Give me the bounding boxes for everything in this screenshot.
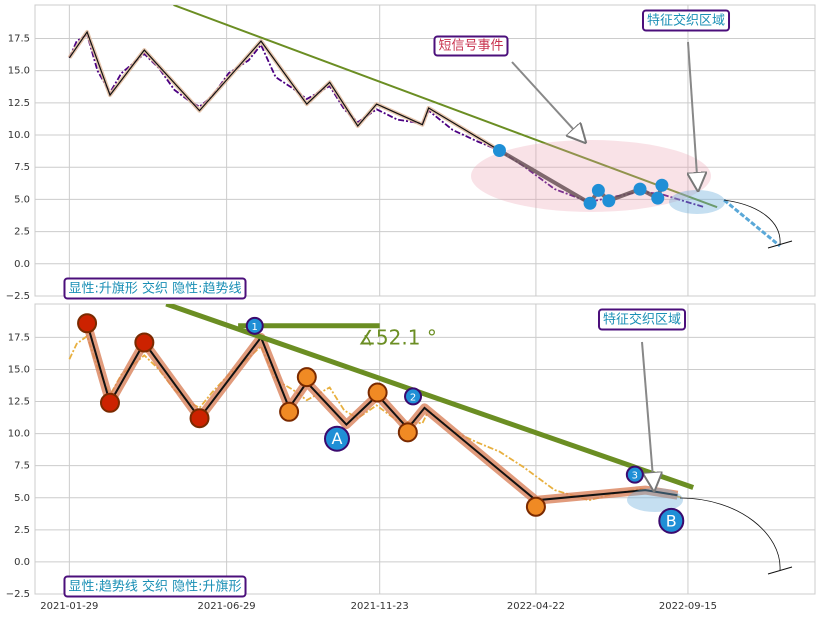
pivot-marker xyxy=(367,382,388,403)
annotation: 特征交织区域 xyxy=(647,13,725,29)
marker-label: 2 xyxy=(410,392,416,403)
pivot-marker xyxy=(525,496,546,517)
pivot-marker xyxy=(296,367,317,388)
projection-bar xyxy=(767,240,793,249)
y-tick-label: 17.5 xyxy=(8,332,30,343)
pivot-marker xyxy=(404,387,423,406)
flag-point xyxy=(583,196,597,210)
y-tick-label: 17.5 xyxy=(8,33,30,44)
x-tick-label: 2021-06-29 xyxy=(198,601,256,612)
y-tick-label: 10.0 xyxy=(8,429,30,440)
weave-region xyxy=(669,190,725,214)
y-tick-label: 15.0 xyxy=(8,66,30,77)
pivot-marker xyxy=(77,313,98,334)
y-tick-label: −2.5 xyxy=(6,291,30,302)
annotation: 特征交织区域 xyxy=(603,312,681,328)
flag-point xyxy=(492,144,506,157)
projection-bar xyxy=(767,566,793,575)
flag-point xyxy=(651,191,665,205)
annotation: 短信号事件 xyxy=(438,39,503,54)
projection-arrow xyxy=(723,198,781,248)
callout-arrow xyxy=(641,341,654,490)
y-tick-label: 7.5 xyxy=(14,461,30,472)
zigzag-line xyxy=(68,30,500,152)
annotation-box xyxy=(597,308,687,331)
pivot-marker xyxy=(397,422,418,443)
pivot-marker xyxy=(279,401,300,422)
marker-label: 3 xyxy=(632,471,638,482)
flag-point xyxy=(633,182,647,196)
y-tick-label: 15.0 xyxy=(8,364,30,375)
panel xyxy=(34,303,816,595)
pivot-marker xyxy=(245,316,264,335)
y-tick-label: 5.0 xyxy=(14,493,30,504)
pivot-marker xyxy=(99,392,120,413)
projection-curve xyxy=(679,497,781,571)
flag-point xyxy=(655,178,669,192)
annotation-box xyxy=(63,575,247,598)
panel xyxy=(34,4,816,297)
callout-arrow xyxy=(511,61,585,142)
trend-line xyxy=(173,5,718,209)
annotation-box xyxy=(641,9,731,32)
y-tick-label: −2.5 xyxy=(6,589,30,600)
pivot-marker xyxy=(658,507,685,534)
angle-label: ∡52.1 ° xyxy=(358,326,437,350)
x-tick-label: 2021-01-29 xyxy=(40,601,98,612)
marker-label: B xyxy=(666,511,677,530)
y-tick-label: 12.5 xyxy=(8,397,30,408)
y-tick-label: 5.0 xyxy=(14,194,30,205)
projection-curve xyxy=(723,199,781,246)
y-tick-label: 0.0 xyxy=(14,557,30,568)
pivot-marker xyxy=(625,465,644,484)
annotation-box xyxy=(63,277,247,300)
flag-point xyxy=(602,194,616,208)
y-tick-label: 0.0 xyxy=(14,259,30,270)
marker-label: A xyxy=(332,429,343,448)
zigzag-line xyxy=(86,322,678,502)
event-region xyxy=(471,140,711,212)
flag-point xyxy=(591,183,605,197)
plot xyxy=(35,304,815,594)
x-tick-label: 2022-04-22 xyxy=(507,601,565,612)
y-tick-label: 10.0 xyxy=(8,130,30,141)
y-tick-label: 2.5 xyxy=(14,525,30,536)
marker-label: 1 xyxy=(252,322,258,333)
y-tick-label: 7.5 xyxy=(14,162,30,173)
pivot-marker xyxy=(134,332,155,353)
annotation-box xyxy=(433,35,509,57)
x-tick-label: 2022-09-15 xyxy=(659,601,717,612)
pivot-marker xyxy=(324,425,351,452)
annotation: 显性:升旗形 交织 隐性:趋势线 xyxy=(68,281,241,297)
callout-arrow xyxy=(688,41,698,190)
annotation: 显性:趋势线 交织 隐性:升旗形 xyxy=(68,579,241,595)
y-tick-label: 12.5 xyxy=(8,98,30,109)
weave-region xyxy=(627,488,683,512)
pivot-marker xyxy=(189,408,210,429)
y-tick-label: 2.5 xyxy=(14,227,30,238)
x-tick-label: 2021-11-23 xyxy=(351,601,409,612)
